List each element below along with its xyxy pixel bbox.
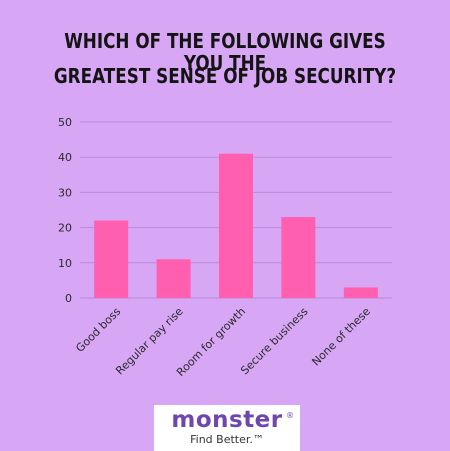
bar (219, 153, 253, 298)
y-tick-label: 20 (58, 222, 72, 235)
logo-wordmark: monster (171, 407, 283, 433)
logo-tagline: Find Better.™ (190, 433, 264, 446)
x-category-label: Regular pay rise (113, 305, 186, 378)
y-tick-label: 0 (65, 292, 72, 305)
logo-registered-mark: ® (286, 411, 294, 420)
bar (94, 220, 129, 298)
bar (281, 217, 316, 298)
bar (156, 259, 191, 298)
x-category-label: Good boss (73, 305, 123, 355)
y-tick-label: 30 (58, 186, 72, 199)
y-tick-label: 50 (58, 116, 72, 129)
bar (343, 287, 378, 298)
y-tick-label: 10 (58, 257, 72, 270)
monster-logo: monster ® Find Better.™ (154, 405, 300, 451)
y-tick-label: 40 (58, 151, 72, 164)
chart-title-line-2: GREATEST SENSE OF JOB SECURITY? (53, 64, 397, 88)
x-category-label: Secure business (238, 305, 310, 377)
chart-title-line-1: WHICH OF THE FOLLOWING GIVES YOU THE (64, 29, 386, 75)
x-category-label: None of these (309, 305, 373, 369)
